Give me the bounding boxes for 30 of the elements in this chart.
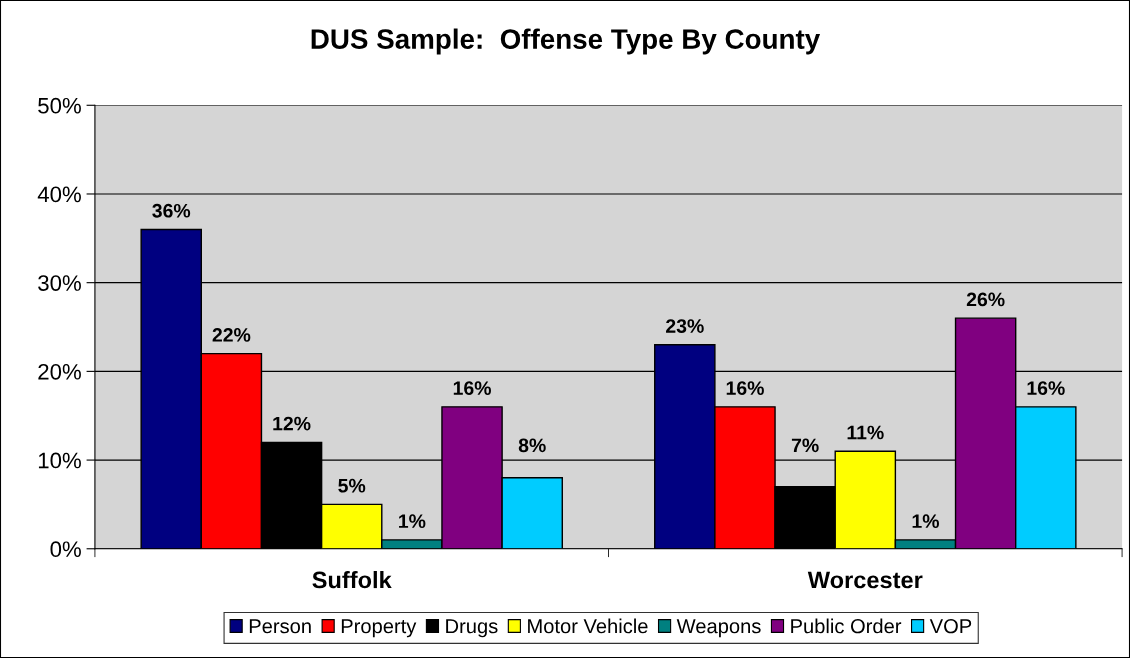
legend-label: VOP [929,619,972,634]
y-tick-label: 10% [38,452,81,469]
data-label: 8% [518,438,546,453]
y-tick-label: 40% [37,186,81,203]
x-tick-label: Suffolk [312,570,392,589]
data-label: 16% [1027,381,1065,396]
y-tick-label: 30% [38,275,81,291]
legend-label: Drugs [446,619,498,638]
data-label: 7% [791,438,819,453]
data-label: 22% [212,328,251,342]
data-label: 1% [399,514,426,529]
legend-label: Motor Vehicle [528,618,648,634]
data-label: 12% [273,416,311,431]
data-label: 23% [666,319,704,333]
y-tick-label: 0% [50,541,81,558]
data-label: 26% [966,292,1005,307]
data-label: 16% [453,381,491,396]
y-tick-label: 20% [38,363,81,380]
data-label: 1% [912,514,939,529]
legend-label: Public Order [791,618,902,634]
x-tick-label: Worcester [807,571,923,589]
data-label: 5% [338,478,366,493]
data-label: 36% [152,203,191,218]
legend-label: Property [341,619,417,638]
chart-title: DUS Sample: Offense Type By County [311,28,821,55]
legend-label: Weapons [676,619,761,638]
y-tick-label: 50% [38,97,81,114]
data-label: 16% [726,381,764,396]
data-label: 11% [847,425,884,440]
legend-label: Person [249,619,311,634]
